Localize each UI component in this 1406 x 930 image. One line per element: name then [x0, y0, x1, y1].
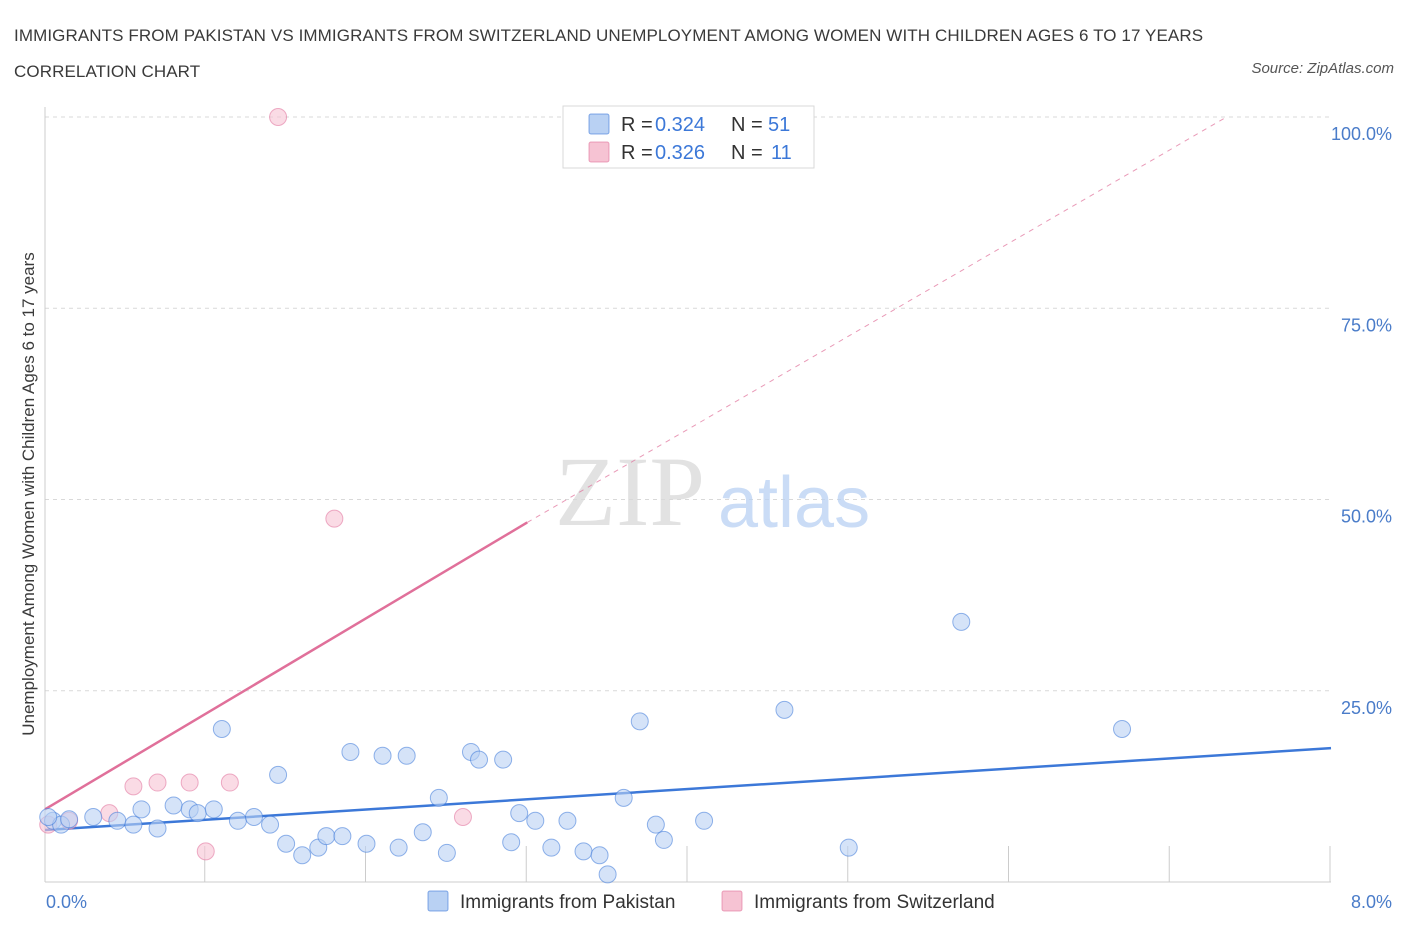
- point-pakistan-6: [132, 800, 151, 819]
- source-credit: Source: ZipAtlas.com: [1251, 60, 1394, 77]
- legend-r-value-pakistan: 0.324: [655, 114, 705, 136]
- point-pakistan-13: [228, 811, 247, 830]
- chart-title: IMMIGRANTS FROM PAKISTAN VS IMMIGRANTS F…: [14, 26, 1204, 81]
- point-switzerland-8: [269, 108, 288, 126]
- point-switzerland-6: [196, 842, 215, 861]
- watermark-zip: ZIP: [555, 436, 705, 547]
- point-pakistan-49: [1113, 720, 1132, 738]
- ticks-layer: 25.0% 50.0% 75.0% 100.0% 0.0% 8.0%: [46, 124, 1392, 912]
- point-pakistan-3: [84, 807, 103, 826]
- point-pakistan-42: [630, 712, 649, 731]
- point-pakistan-4: [108, 811, 127, 830]
- point-pakistan-38: [574, 842, 593, 861]
- point-switzerland-7: [220, 773, 239, 792]
- point-switzerland-5: [180, 773, 199, 792]
- point-pakistan-5: [124, 815, 143, 834]
- bottom-legend-label-switzerland: Immigrants from Switzerland: [754, 892, 995, 913]
- legend-swatch-pakistan: [588, 113, 610, 135]
- trend-extension-switzerland: [526, 116, 1227, 523]
- point-switzerland-10: [453, 807, 472, 826]
- point-pakistan-39: [590, 846, 609, 865]
- point-switzerland-3: [124, 777, 143, 796]
- legend-r-label-switzerland: R =: [621, 142, 653, 164]
- y-tick-label-3: 100.0%: [1331, 124, 1392, 144]
- point-pakistan-43: [646, 815, 665, 834]
- point-pakistan-28: [429, 788, 448, 807]
- y-tick-label-0: 25.0%: [1341, 698, 1392, 718]
- point-switzerland-9: [325, 509, 344, 528]
- legend-r-label-pakistan: R =: [621, 114, 653, 136]
- point-pakistan-14: [244, 807, 263, 826]
- point-pakistan-34: [510, 804, 529, 823]
- point-pakistan-27: [413, 823, 432, 842]
- point-pakistan-36: [542, 838, 561, 857]
- point-pakistan-16: [269, 765, 288, 784]
- watermark-atlas: atlas: [718, 463, 870, 543]
- top-legend: R = 0.324 N = 51 R = 0.326 N = 11: [562, 105, 815, 169]
- x-tick-label-1: 8.0%: [1351, 892, 1392, 912]
- point-pakistan-17: [277, 834, 296, 853]
- point-pakistan-31: [470, 750, 489, 769]
- point-pakistan-48: [952, 612, 971, 631]
- legend-n-label-switzerland: N =: [731, 142, 763, 164]
- point-pakistan-40: [598, 865, 617, 884]
- point-pakistan-37: [558, 811, 577, 830]
- bottom-legend-swatch-pakistan: [427, 890, 449, 912]
- legend-n-value-switzerland: 11: [771, 142, 792, 164]
- point-pakistan-20: [317, 827, 336, 846]
- watermark: ZIP atlas: [555, 436, 870, 547]
- point-pakistan-33: [502, 833, 521, 852]
- point-pakistan-44: [654, 830, 673, 849]
- y-axis-label: Unemployment Among Women with Children A…: [19, 252, 38, 736]
- point-pakistan-21: [333, 827, 352, 846]
- legend-n-value-pakistan: 51: [768, 114, 790, 136]
- point-pakistan-10: [188, 804, 207, 823]
- point-pakistan-15: [261, 815, 280, 834]
- point-pakistan-11: [204, 800, 223, 819]
- point-pakistan-41: [614, 788, 633, 807]
- y-tick-label-2: 75.0%: [1341, 315, 1392, 335]
- point-pakistan-12: [212, 720, 231, 738]
- point-pakistan-47: [839, 838, 858, 857]
- point-pakistan-26: [397, 746, 416, 765]
- point-pakistan-18: [293, 846, 312, 865]
- legend-n-label-pakistan: N =: [731, 114, 763, 136]
- point-pakistan-8: [164, 796, 183, 815]
- legend-swatch-switzerland: [588, 141, 610, 163]
- bottom-legend-label-pakistan: Immigrants from Pakistan: [460, 892, 675, 913]
- y-tick-label-1: 50.0%: [1341, 507, 1392, 527]
- trend-line-switzerland: [44, 521, 528, 811]
- point-pakistan-32: [494, 750, 513, 769]
- bottom-legend-swatch-switzerland: [721, 890, 743, 912]
- point-pakistan-50: [39, 807, 58, 826]
- point-pakistan-7: [148, 819, 167, 838]
- grid-layer: [45, 116, 1331, 692]
- points-layer: [39, 108, 1132, 884]
- point-pakistan-2: [60, 810, 79, 829]
- point-pakistan-35: [526, 811, 545, 830]
- x-tick-label-0: 0.0%: [46, 892, 87, 912]
- point-pakistan-25: [389, 838, 408, 857]
- bottom-legend: Immigrants from Pakistan Immigrants from…: [427, 890, 995, 913]
- point-pakistan-22: [341, 742, 360, 761]
- point-switzerland-4: [148, 773, 167, 792]
- point-pakistan-24: [373, 746, 392, 765]
- point-pakistan-45: [695, 811, 714, 830]
- legend-r-value-switzerland: 0.326: [655, 142, 705, 164]
- point-pakistan-29: [437, 843, 456, 862]
- point-pakistan-23: [357, 834, 376, 853]
- point-pakistan-46: [775, 700, 794, 719]
